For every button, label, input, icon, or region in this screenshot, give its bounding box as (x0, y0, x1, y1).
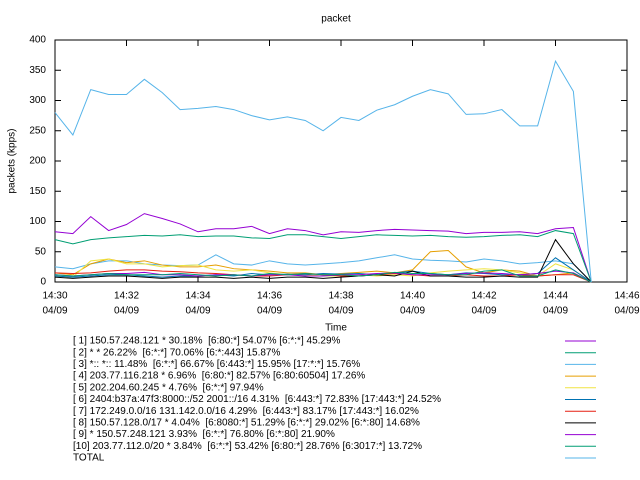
legend-label: [ 2] * * 26.22% [6:*:*] 70.06% [6:*:443]… (73, 347, 280, 358)
y-axis-label: packets (kpps) (7, 128, 18, 193)
x-tick-date: 04/09 (614, 306, 639, 317)
series-line (54, 230, 592, 283)
x-tick-date: 04/09 (471, 306, 496, 317)
x-tick-label: 14:46 (614, 291, 639, 302)
x-tick-date: 04/09 (257, 306, 282, 317)
plot-frame (54, 39, 628, 283)
x-tick-label: 14:42 (471, 291, 496, 302)
series-line (54, 250, 592, 283)
x-tick-label: 14:38 (328, 291, 353, 302)
series-line (54, 257, 592, 283)
legend-label: [ 5] 202.204.60.245 * 4.76% [6:*:*] 97.9… (73, 382, 264, 393)
legend-label: [ 8] 150.57.128.0/17 * 4.04% [6:8080:*] … (73, 418, 420, 429)
legend-label: [ 9] * 150.57.248.121 3.93% [6:*:*] 76.8… (73, 429, 335, 440)
x-tick-label: 14:34 (185, 291, 210, 302)
y-tick-label: 250 (29, 125, 46, 136)
legend-label: [ 6] 2404:b37a:47f3:8000::/52 2001::/16 … (73, 394, 441, 405)
y-tick-label: 0 (40, 277, 46, 288)
x-tick-date: 04/09 (114, 306, 139, 317)
x-tick-label: 14:44 (543, 291, 568, 302)
y-tick-label: 100 (29, 216, 46, 227)
x-tick-label: 14:32 (114, 291, 139, 302)
x-tick-date: 04/09 (400, 306, 425, 317)
x-axis-label: Time (325, 323, 347, 334)
chart-title: packet (321, 14, 351, 25)
series-line (54, 238, 592, 283)
legend-label: [ 4] 203.77.116.218 * 6.96% [6:80:*] 82.… (73, 371, 365, 382)
y-tick-label: 300 (29, 95, 46, 106)
legend-label: [ 1] 150.57.248.121 * 30.18% [6:80:*] 54… (73, 336, 341, 347)
x-tick-date: 04/09 (543, 306, 568, 317)
x-tick-date: 04/09 (328, 306, 353, 317)
y-tick-label: 50 (35, 246, 47, 257)
series-line (54, 269, 592, 283)
x-tick-label: 14:30 (42, 291, 67, 302)
series-line (54, 270, 592, 283)
x-tick-label: 14:40 (400, 291, 425, 302)
legend-label: [10] 203.77.112.0/20 * 3.84% [6:*:*] 53.… (73, 441, 422, 452)
series-line (54, 59, 592, 283)
x-tick-date: 04/09 (185, 306, 210, 317)
legend-label: TOTAL (73, 453, 105, 464)
series-line (54, 213, 592, 283)
y-tick-label: 200 (29, 156, 46, 167)
legend-label: [ 3] *:: *:: 11.48% [6:*:*] 66.67% [6:44… (73, 359, 360, 370)
y-tick-label: 350 (29, 65, 46, 76)
x-tick-date: 04/09 (42, 306, 67, 317)
x-tick-label: 14:36 (257, 291, 282, 302)
y-tick-label: 400 (29, 35, 46, 46)
legend-label: [ 7] 172.249.0.0/16 131.142.0.0/16 4.29%… (73, 406, 419, 417)
y-tick-label: 150 (29, 186, 46, 197)
